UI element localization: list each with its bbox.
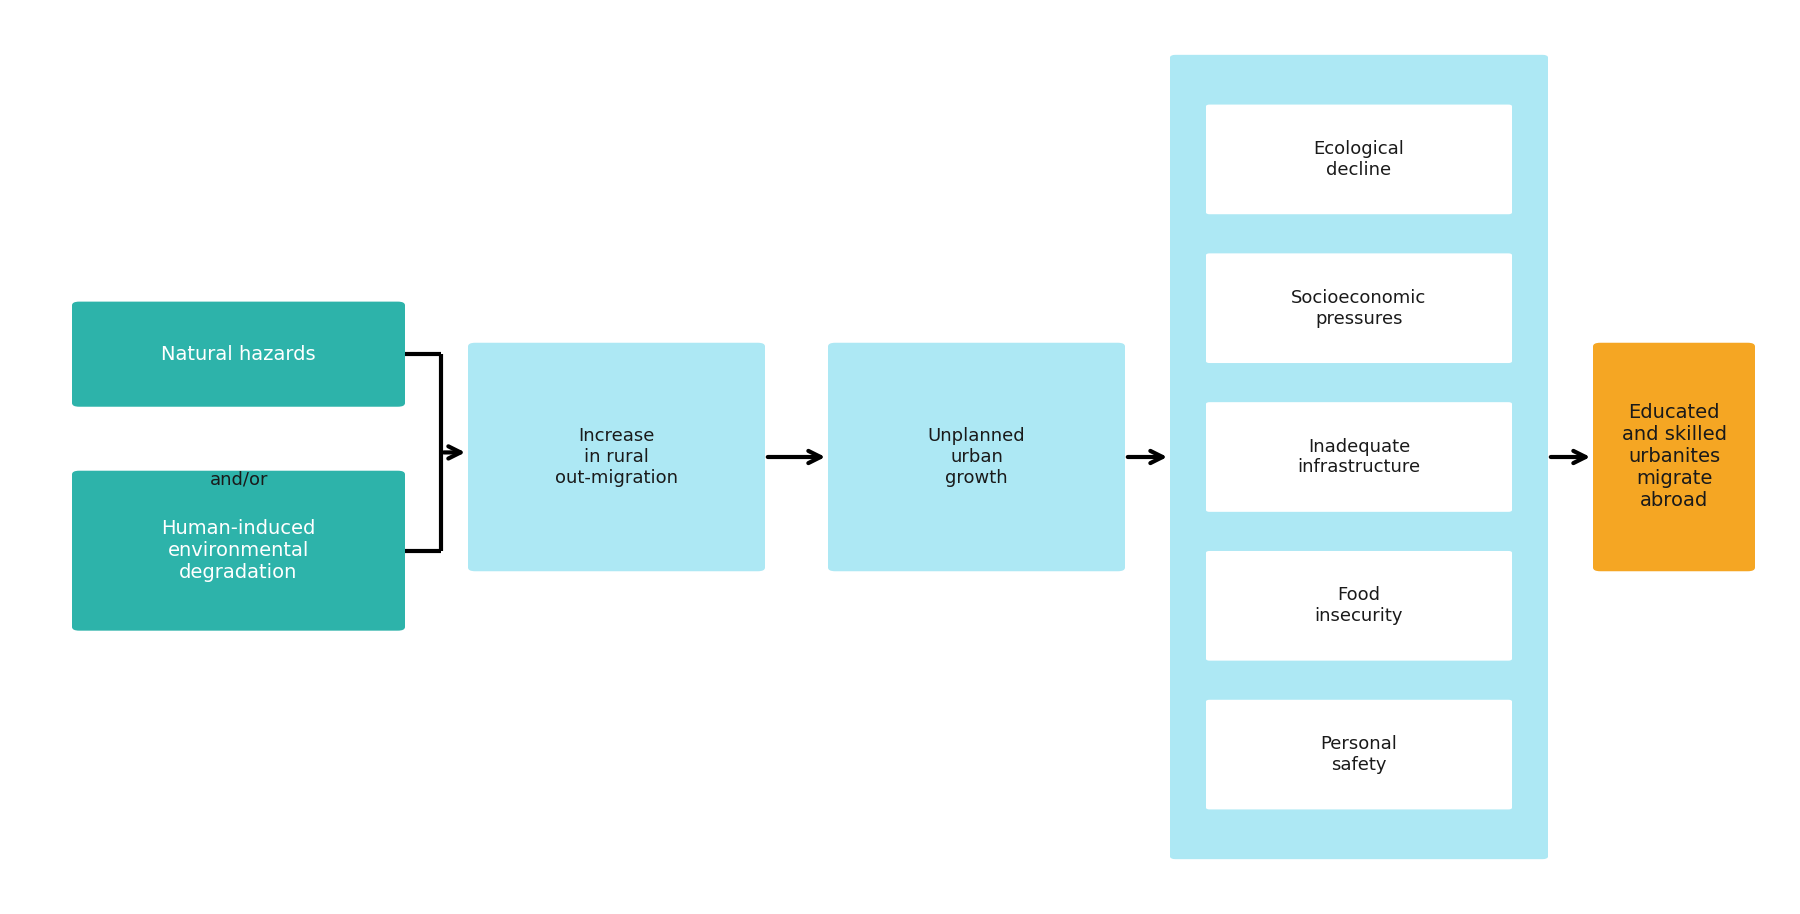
- FancyBboxPatch shape: [468, 343, 765, 571]
- Text: and/or: and/or: [211, 471, 268, 489]
- Text: Socioeconomic
pressures: Socioeconomic pressures: [1291, 289, 1427, 327]
- FancyBboxPatch shape: [1206, 700, 1512, 810]
- FancyBboxPatch shape: [1206, 253, 1512, 363]
- Text: Increase
in rural
out-migration: Increase in rural out-migration: [554, 427, 679, 487]
- Text: Ecological
decline: Ecological decline: [1314, 140, 1404, 179]
- Text: Personal
safety: Personal safety: [1321, 735, 1397, 774]
- Text: Unplanned
urban
growth: Unplanned urban growth: [927, 427, 1026, 487]
- FancyBboxPatch shape: [1593, 343, 1755, 571]
- FancyBboxPatch shape: [1206, 104, 1512, 214]
- Text: Natural hazards: Natural hazards: [162, 345, 315, 364]
- Text: Human-induced
environmental
degradation: Human-induced environmental degradation: [162, 519, 315, 582]
- FancyBboxPatch shape: [1170, 55, 1548, 859]
- FancyBboxPatch shape: [1206, 402, 1512, 512]
- FancyBboxPatch shape: [1206, 551, 1512, 661]
- Text: Educated
and skilled
urbanites
migrate
abroad: Educated and skilled urbanites migrate a…: [1622, 403, 1726, 511]
- FancyBboxPatch shape: [72, 471, 405, 631]
- FancyBboxPatch shape: [828, 343, 1125, 571]
- Text: Inadequate
infrastructure: Inadequate infrastructure: [1298, 438, 1420, 476]
- FancyBboxPatch shape: [72, 302, 405, 407]
- Text: Food
insecurity: Food insecurity: [1314, 587, 1404, 625]
